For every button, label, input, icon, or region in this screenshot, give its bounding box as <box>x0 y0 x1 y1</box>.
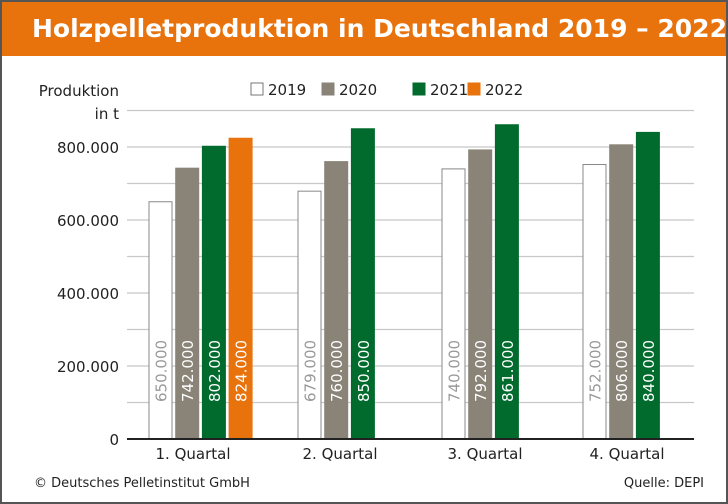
y-axis-label: Produktion <box>39 82 119 100</box>
copyright-note: © Deutsches Pelletinstitut GmbH <box>34 476 250 491</box>
legend-swatch <box>250 82 264 96</box>
bar-value-label: 806.000 <box>613 340 631 402</box>
bar-value-label: 742.000 <box>179 340 197 402</box>
bar-value-label: 740.000 <box>446 340 464 402</box>
y-tick-label: 600.000 <box>57 212 119 230</box>
y-tick-label: 400.000 <box>57 285 119 303</box>
y-axis-label: in t <box>95 105 119 123</box>
legend-label: 2019 <box>268 81 306 99</box>
legend-label: 2020 <box>339 81 377 99</box>
bar-value-label: 679.000 <box>302 340 320 402</box>
bar-value-label: 752.000 <box>587 340 605 402</box>
x-tick-label: 1. Quartal <box>156 445 231 463</box>
source-note: Quelle: DEPI <box>623 476 704 491</box>
bar-value-label: 760.000 <box>328 340 346 402</box>
bar-value-label: 824.000 <box>233 340 251 402</box>
x-tick-label: 2. Quartal <box>303 445 378 463</box>
bar-value-label: 850.000 <box>355 340 373 402</box>
x-tick-label: 4. Quartal <box>590 445 665 463</box>
legend-swatch <box>412 82 426 96</box>
legend-label: 2021 <box>430 81 468 99</box>
y-tick-label: 800.000 <box>57 139 119 157</box>
y-tick-label: 0 <box>109 431 119 449</box>
y-tick-label: 200.000 <box>57 358 119 376</box>
chart-title: Holzpelletproduktion in Deutschland 2019… <box>2 2 726 56</box>
legend-label: 2022 <box>485 81 523 99</box>
bar-value-label: 792.000 <box>472 340 490 402</box>
x-tick-label: 3. Quartal <box>448 445 523 463</box>
legend-swatch <box>467 82 481 96</box>
bar-value-label: 650.000 <box>153 340 171 402</box>
legend-swatch <box>321 82 335 96</box>
bar <box>148 201 173 440</box>
bar-value-label: 802.000 <box>206 340 224 402</box>
bar-value-label: 861.000 <box>499 340 517 402</box>
bar-value-label: 840.000 <box>640 340 658 402</box>
